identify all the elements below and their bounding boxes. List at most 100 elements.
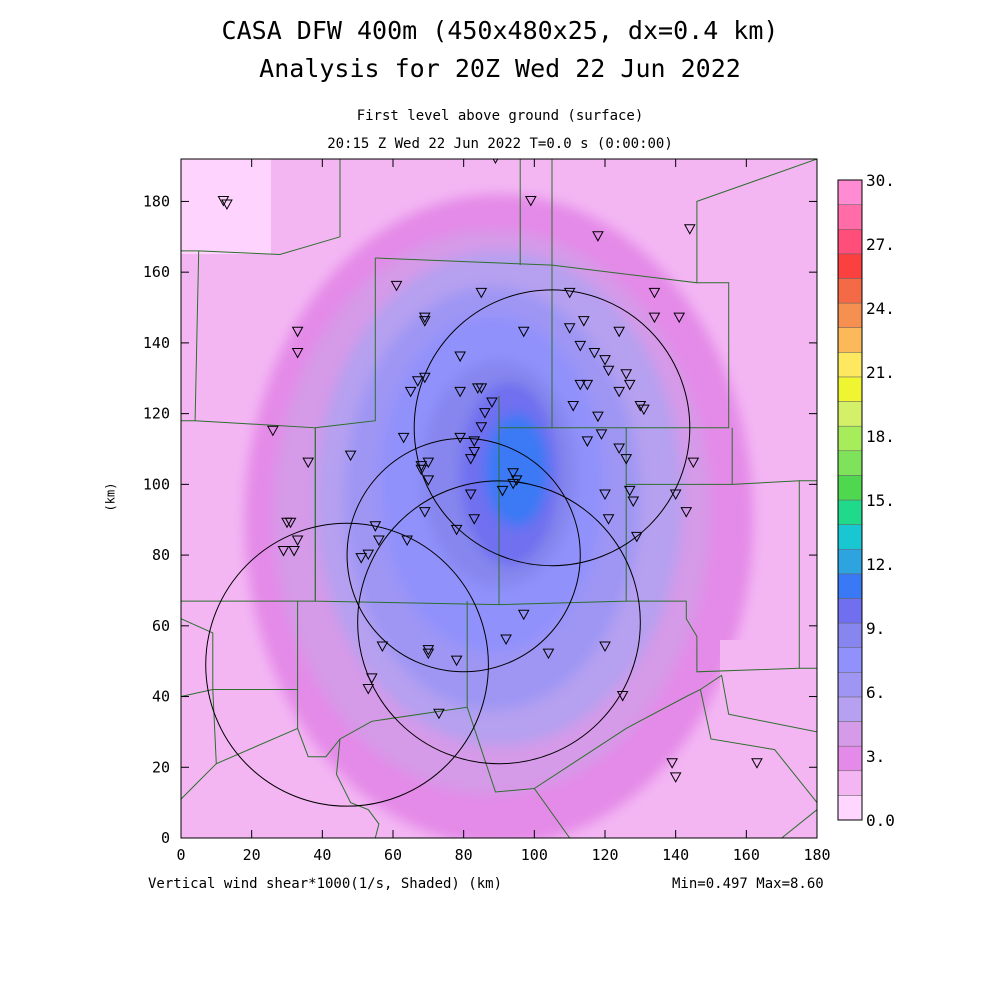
- radar-ring-3: [357, 480, 641, 765]
- station-marker-56: [422, 457, 435, 469]
- colorbar-label: 18.: [866, 427, 895, 446]
- colorbar-cell-4: [837, 696, 863, 722]
- station-marker-37: [638, 404, 650, 416]
- station-marker-64: [599, 489, 611, 500]
- station-marker-31: [613, 386, 625, 398]
- station-marker-9: [648, 287, 661, 299]
- colorbar-cell-21: [837, 278, 863, 304]
- station-marker-70: [291, 535, 304, 546]
- x-tick-label: 80: [455, 846, 473, 864]
- colorbar-cell-24: [837, 204, 863, 230]
- station-marker-82: [288, 546, 300, 557]
- colorbar-label: 12.: [866, 555, 895, 574]
- colorbar-cell-18: [837, 352, 863, 378]
- station-marker-77: [468, 514, 481, 525]
- county-line-12: [626, 600, 800, 673]
- station-marker-78: [496, 485, 509, 497]
- y-tick-label: 180: [143, 192, 170, 210]
- county-line-18: [181, 763, 217, 800]
- colorbar-cell-11: [837, 524, 863, 550]
- station-marker-89: [422, 645, 435, 656]
- colorbar-label: 0.0: [866, 811, 895, 830]
- station-marker-16: [291, 348, 304, 359]
- y-tick-label: 100: [143, 475, 170, 493]
- radar-ring-0: [205, 522, 489, 807]
- county-line-4: [315, 258, 376, 429]
- station-marker-35: [475, 383, 488, 394]
- colorbar-cell-5: [837, 672, 863, 698]
- station-marker-43: [486, 397, 498, 409]
- station-marker-99: [751, 758, 763, 769]
- colorbar-cell-16: [837, 401, 863, 427]
- station-marker-27: [418, 372, 431, 384]
- station-marker-94: [365, 673, 378, 684]
- station-marker-49: [613, 443, 625, 455]
- station-marker-88: [376, 641, 389, 653]
- station-marker-84: [362, 549, 375, 561]
- station-marker-91: [450, 655, 463, 667]
- county-line-17: [212, 689, 299, 765]
- colorbar-cell-9: [837, 573, 863, 599]
- x-tick-label: 0: [176, 846, 185, 864]
- station-marker-55: [415, 461, 428, 472]
- station-marker-61: [510, 475, 523, 486]
- county-line-23: [699, 689, 817, 803]
- radar-ring-2: [413, 289, 691, 567]
- colorbar-cell-3: [837, 721, 863, 747]
- station-marker-45: [454, 432, 466, 444]
- y-tick-label: 40: [152, 688, 170, 706]
- colorbar-cell-8: [837, 598, 863, 624]
- x-tick-label: 160: [733, 846, 760, 864]
- station-marker-48: [595, 429, 608, 440]
- county-line-3: [314, 395, 500, 606]
- station-marker-76: [464, 489, 477, 500]
- field-low-southeast: [720, 640, 817, 838]
- station-marker-6: [390, 280, 403, 292]
- station-marker-46: [468, 436, 481, 447]
- station-marker-13: [648, 312, 661, 324]
- colorbar-cell-25: [837, 179, 863, 205]
- station-marker-44: [397, 432, 410, 444]
- y-tick-label: 160: [143, 263, 170, 281]
- colorbar-cell-15: [837, 425, 863, 452]
- station-marker-47: [581, 436, 594, 447]
- station-marker-12: [577, 316, 590, 327]
- colorbar-label: 9.: [866, 619, 885, 638]
- station-marker-39: [592, 411, 604, 423]
- radar-ring-1: [346, 437, 581, 673]
- colorbar-cell-1: [837, 770, 863, 796]
- x-tick-label: 40: [313, 846, 331, 864]
- station-marker-54: [415, 464, 428, 476]
- colorbar-label: 3.: [866, 747, 885, 766]
- station-marker-20: [574, 340, 587, 352]
- county-line-8: [551, 159, 817, 284]
- colorbar-label: 27.: [866, 235, 895, 254]
- colorbar-frame: [837, 179, 863, 821]
- station-marker-90: [422, 648, 435, 660]
- station-marker-53: [344, 450, 357, 462]
- station-marker-33: [454, 386, 466, 398]
- station-marker-92: [599, 641, 611, 653]
- station-marker-93: [362, 683, 375, 695]
- y-tick-label: 80: [152, 546, 170, 564]
- y-tick-label: 0: [161, 829, 170, 847]
- colorbar-cell-22: [837, 253, 863, 279]
- x-tick-label: 60: [384, 846, 402, 864]
- station-marker-72: [373, 535, 385, 546]
- x-tick-label: 100: [521, 846, 548, 864]
- station-marker-2: [524, 195, 537, 207]
- station-marker-63: [669, 489, 682, 500]
- station-marker-95: [433, 708, 445, 720]
- colorbar-cell-7: [837, 622, 863, 648]
- station-marker-86: [500, 634, 512, 645]
- y-tick-label: 60: [152, 617, 170, 635]
- station-marker-10: [418, 312, 431, 324]
- station-marker-4: [683, 224, 696, 235]
- station-marker-23: [599, 355, 611, 366]
- x-axis: 0 20 40 60 80 100 120 140 160 180: [176, 159, 831, 864]
- colorbar: 30. 27. 24. 21. 18. 15. 12. 9. 6. 3. 0.0: [837, 171, 895, 830]
- station-marker-51: [687, 457, 700, 469]
- station-marker-38: [567, 401, 580, 412]
- radar-range-rings: [205, 289, 691, 807]
